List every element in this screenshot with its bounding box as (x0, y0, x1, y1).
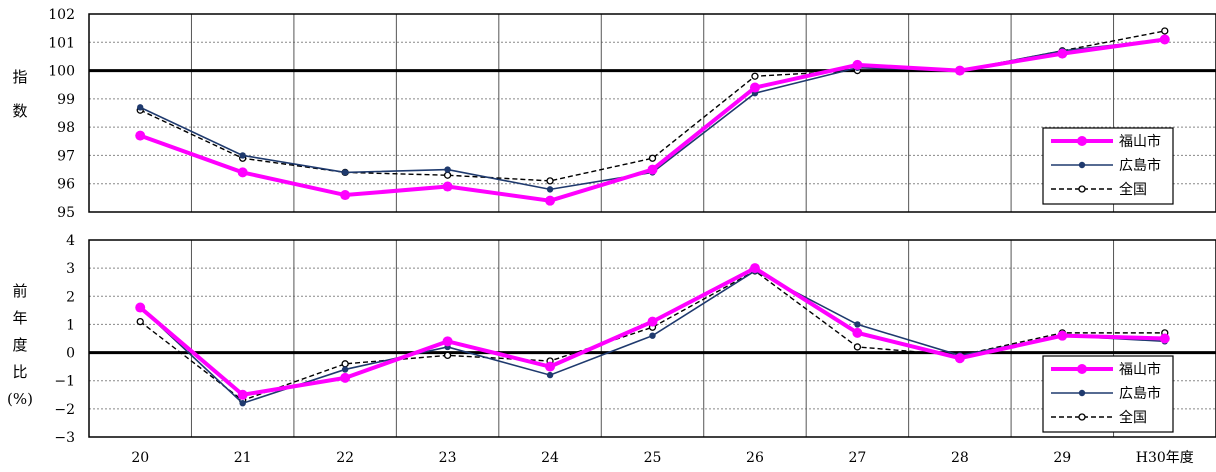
y-tick-label: −3 (54, 430, 75, 446)
data-point (442, 181, 453, 192)
y-axis-label: 前 (12, 282, 27, 300)
y-tick-label: 102 (48, 7, 75, 23)
data-point (954, 353, 965, 364)
y-tick-label: 1 (66, 317, 75, 333)
data-point (546, 371, 554, 379)
data-point (137, 104, 144, 111)
y-tick-label: −2 (54, 402, 75, 418)
data-point (546, 177, 554, 185)
y-tick-label: 0 (66, 346, 75, 362)
x-tick-label: 29 (1053, 450, 1071, 466)
y-tick-label: 101 (48, 35, 75, 51)
data-point (854, 321, 861, 328)
data-point (546, 186, 554, 193)
legend-label: 広島市 (1119, 385, 1161, 402)
data-point (341, 366, 349, 373)
data-point (1057, 330, 1068, 341)
data-point (1159, 333, 1170, 344)
series-全国 (136, 27, 1169, 185)
data-point (649, 332, 656, 339)
data-point (1161, 27, 1169, 35)
legend-marker (1077, 136, 1087, 146)
data-point (648, 154, 657, 162)
legend-marker (1078, 389, 1086, 397)
legend-label: 広島市 (1119, 157, 1161, 174)
data-point (444, 166, 451, 173)
plot-frame (88, 239, 1216, 438)
data-point (340, 190, 351, 201)
y-axis-label: 年 (12, 309, 27, 327)
x-tick-label: H30年度 (1136, 450, 1194, 466)
data-point (443, 351, 452, 360)
data-point (136, 317, 144, 326)
y-axis-label: 数 (12, 102, 27, 120)
data-point (954, 65, 965, 76)
y-tick-label: 2 (66, 289, 75, 305)
y-tick-label: 95 (57, 205, 75, 221)
data-point (239, 400, 246, 407)
legend-marker (1077, 364, 1087, 374)
y-axis-label: 比 (12, 363, 27, 381)
series-福山市 (135, 34, 1170, 206)
y-tick-label: 99 (57, 92, 75, 108)
legend-marker (1078, 185, 1086, 193)
data-point (1159, 34, 1170, 45)
legend-marker (1078, 413, 1086, 421)
data-point (545, 361, 556, 372)
series-line (139, 270, 1165, 402)
data-point (853, 343, 862, 351)
data-point (749, 82, 760, 93)
y-axis-label: 指 (12, 68, 27, 86)
y-tick-label: 100 (48, 64, 75, 80)
series-福山市 (135, 263, 1170, 400)
x-tick-label: 25 (644, 450, 662, 466)
x-tick-label: 22 (336, 450, 354, 466)
data-point (341, 360, 349, 368)
x-tick-label: 20 (131, 450, 149, 466)
y-tick-label: 3 (66, 261, 75, 277)
legend-label: 福山市 (1119, 361, 1161, 378)
plot-frame (88, 13, 1216, 213)
x-tick-label: 24 (541, 450, 559, 466)
y-axis-label: (%) (7, 390, 33, 408)
data-point (341, 169, 349, 176)
y-axis-label: 度 (12, 336, 27, 354)
data-point (749, 263, 760, 274)
data-point (237, 167, 248, 178)
data-point (340, 372, 351, 383)
data-point (442, 336, 453, 347)
data-point (1057, 48, 1068, 59)
x-tick-label: 23 (439, 450, 457, 466)
legend-label: 全国 (1119, 181, 1147, 198)
y-tick-label: 4 (66, 233, 75, 249)
data-point (443, 171, 452, 179)
data-point (852, 327, 863, 338)
data-point (545, 195, 556, 206)
y-tick-label: 96 (57, 177, 75, 193)
x-tick-label: 21 (234, 450, 252, 466)
data-point (647, 164, 658, 175)
x-tick-label: 28 (951, 450, 969, 466)
legend-marker (1078, 161, 1086, 169)
x-tick-label: 27 (848, 450, 866, 466)
y-tick-label: 97 (57, 148, 75, 164)
y-tick-label: −1 (54, 374, 75, 390)
data-point (852, 59, 863, 70)
x-tick-label: 26 (746, 450, 764, 466)
y-tick-label: 98 (57, 120, 75, 136)
data-point (751, 72, 759, 80)
legend-label: 全国 (1119, 409, 1147, 426)
data-point (647, 316, 658, 327)
data-point (239, 152, 246, 159)
data-point (237, 389, 248, 400)
data-point (135, 302, 146, 313)
data-point (135, 130, 146, 141)
legend-label: 福山市 (1119, 133, 1161, 150)
